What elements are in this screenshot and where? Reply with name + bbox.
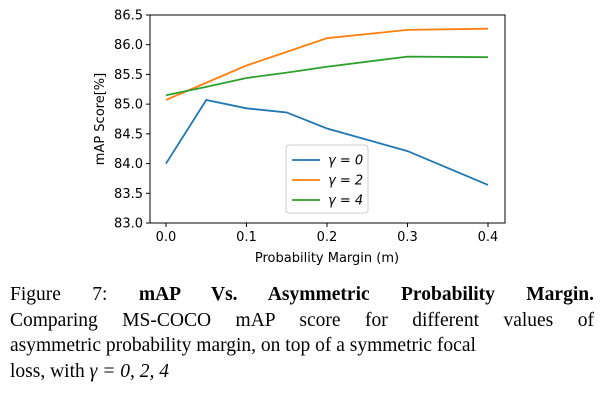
y-tick-label: 84.0 [114,157,143,172]
series-line-gamma-2 [165,27,489,101]
series-line-gamma-0 [165,98,489,186]
caption-title: mAP Vs. Asymmetric Probability Margin. [138,284,594,305]
caption-math: γ = 0, 2, 4 [89,360,169,382]
y-tick-label: 83.5 [114,187,143,202]
x-tick-label: 0.4 [478,230,499,245]
legend-label: γ = 4 [328,194,363,209]
legend: γ = 0 γ = 2 γ = 4 [285,144,369,214]
caption-line-3: asymmetric probability margin, on top of… [10,335,476,356]
caption-line-4: loss, with [10,360,90,382]
caption-line-2: Comparing MS-COCO mAP score for differen… [10,309,594,331]
y-tick-label: 86.0 [114,38,143,53]
series-line-gamma-4 [165,55,489,97]
plot-frame [149,14,506,224]
figure-caption: Figure 7: mAP Vs. Asymmetric Probability… [10,282,594,384]
line-chart: 0.0 0.1 0.2 0.3 0.4 83.0 83.5 84.0 84.5 85.0 85.5 8… [93,9,506,266]
y-tick-label: 86.5 [114,9,143,24]
y-tick-label: 83.0 [114,217,143,232]
x-tick-label: 0.0 [156,230,177,245]
legend-label: γ = 0 [328,154,363,169]
y-tick-label: 85.5 [114,68,143,83]
x-tick-label: 0.1 [236,230,257,245]
legend-box [285,144,369,214]
x-tick-label: 0.3 [397,230,418,245]
caption-label: Figure 7: [10,284,108,305]
legend-label: γ = 2 [328,174,363,189]
y-axis-label: mAP Score[%] [93,73,108,165]
y-tick-label: 85.0 [114,98,143,113]
y-tick-label: 84.5 [114,127,143,142]
x-tick-label: 0.2 [317,230,338,245]
x-axis-label: Probability Margin (m) [255,251,399,266]
